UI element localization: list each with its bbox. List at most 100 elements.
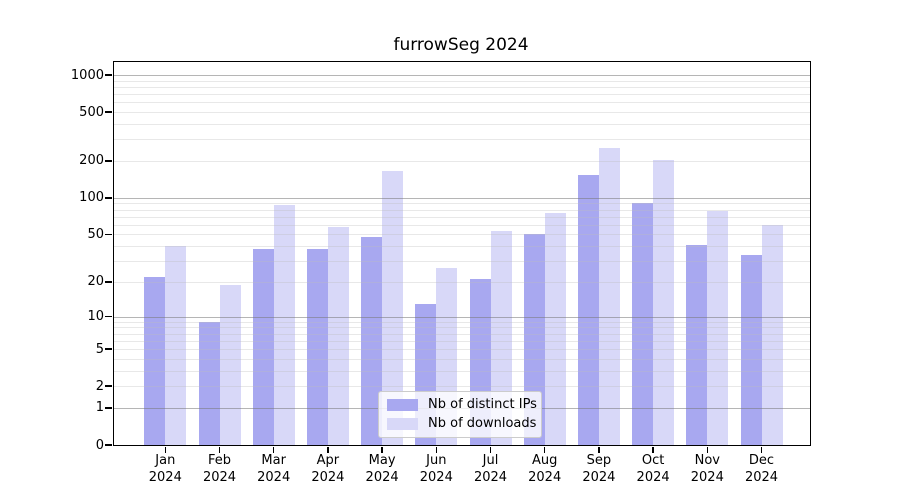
gridline-major-10 <box>114 316 810 318</box>
bar-downloads-feb <box>219 284 241 445</box>
gridline-minor-20 <box>114 281 810 283</box>
legend-swatch-downloads <box>387 417 418 430</box>
x-tick-mark-feb <box>218 446 221 453</box>
gridline-minor-70 <box>114 216 810 218</box>
x-tick-label-may: May 2024 <box>365 453 399 485</box>
gridline-minor-3 <box>114 370 810 372</box>
gridline-minor-8 <box>114 327 810 329</box>
gridline-minor-4 <box>114 358 810 360</box>
bar-ips-mar <box>252 248 274 445</box>
bar-downloads-nov <box>707 210 729 445</box>
bar-downloads-oct <box>653 160 675 445</box>
y-tick-mark-0 <box>105 444 113 446</box>
x-tick-mark-jul <box>489 446 492 453</box>
gridline-minor-500 <box>114 112 810 114</box>
gridline-major-1000 <box>114 75 810 76</box>
bar-ips-oct <box>632 203 654 445</box>
gridline-minor-50 <box>114 234 810 236</box>
y-tick-mark-50 <box>105 233 113 236</box>
gridline-minor-2 <box>114 386 810 388</box>
legend-swatch-distinct-ips <box>387 399 418 412</box>
x-tick-mark-aug <box>543 446 546 453</box>
gridline-minor-80 <box>114 209 810 211</box>
plot-area: 1000 500 200 100 50 20 10 5 2 1 0 Jan 2024 Feb 2024 M… <box>71 61 811 485</box>
legend-label-distinct-ips: Nb of distinct IPs <box>428 397 537 413</box>
gridline-minor-9 <box>114 321 810 323</box>
x-tick-label-nov: Nov 2024 <box>690 453 724 485</box>
x-tick-label-feb: Feb 2024 <box>202 453 237 485</box>
x-tick-label-oct: Oct 2024 <box>636 453 670 485</box>
x-tick-label-jun: Jun 2024 <box>419 453 453 485</box>
y-tick-mark-1000 <box>105 74 113 76</box>
y-tick-label-500: 500 <box>79 104 104 120</box>
gridline-minor-30 <box>114 261 810 263</box>
y-tick-mark-500 <box>105 111 113 113</box>
y-tick-label-1000: 1000 <box>70 67 104 83</box>
gridline-minor-900 <box>114 80 810 82</box>
bar-ips-apr <box>306 248 328 445</box>
bar-ips-sep <box>577 174 599 445</box>
x-tick-mark-may <box>381 446 383 453</box>
bar-downloads-apr <box>327 226 349 445</box>
y-tick-mark-10 <box>105 315 113 318</box>
legend-label-downloads: Nb of downloads <box>428 415 537 431</box>
bar-downloads-dec <box>761 224 783 445</box>
x-tick-mark-jun <box>435 446 438 453</box>
gridline-minor-60 <box>114 224 810 226</box>
x-tick-label-mar: Mar 2024 <box>257 453 291 485</box>
gridline-minor-300 <box>114 139 810 141</box>
x-tick-mark-nov <box>706 446 709 453</box>
y-tick-label-20: 20 <box>87 274 104 290</box>
gridline-minor-90 <box>114 203 810 205</box>
gridline-minor-800 <box>114 86 810 88</box>
y-tick-mark-20 <box>105 281 113 283</box>
x-tick-mark-jan <box>164 446 167 453</box>
x-tick-label-apr: Apr 2024 <box>311 453 345 485</box>
x-tick-mark-oct <box>652 446 654 453</box>
x-tick-mark-mar <box>272 446 275 453</box>
y-tick-mark-100 <box>105 197 113 199</box>
x-tick-label-jan: Jan 2024 <box>148 453 182 485</box>
gridline-minor-7 <box>114 333 810 335</box>
legend-row-downloads: Nb of downloads <box>387 415 537 431</box>
x-tick-mark-dec <box>760 446 763 453</box>
x-tick-mark-sep <box>598 446 600 453</box>
y-tick-label-50: 50 <box>87 226 104 242</box>
x-tick-label-jul: Jul 2024 <box>473 453 508 485</box>
chart-title: furrowSeg 2024 <box>393 35 529 55</box>
bar-downloads-aug <box>544 213 566 445</box>
y-tick-label-0: 0 <box>95 437 104 453</box>
gridline-major-100 <box>114 197 810 199</box>
gridline-minor-600 <box>114 102 810 104</box>
bar-ips-nov <box>686 244 708 445</box>
x-tick-mark-apr <box>327 446 329 453</box>
gridline-minor-40 <box>114 246 810 248</box>
x-tick-label-sep: Sep 2024 <box>582 453 616 485</box>
legend: Nb of distinct IPs Nb of downloads <box>378 391 542 438</box>
x-tick-label-aug: Aug 2024 <box>528 453 562 485</box>
bar-ips-feb <box>198 321 220 445</box>
bar-downloads-sep <box>598 148 620 445</box>
x-tick-label-dec: Dec 2024 <box>744 453 779 485</box>
y-tick-mark-5 <box>105 348 113 350</box>
bar-ips-dec <box>740 254 762 445</box>
legend-row-distinct-ips: Nb of distinct IPs <box>387 398 537 412</box>
bar-downloads-jan <box>165 246 187 445</box>
gridline-minor-5 <box>114 349 810 351</box>
bar-ips-jan <box>144 277 166 445</box>
y-tick-mark-2 <box>105 385 113 387</box>
y-tick-label-2: 2 <box>95 378 104 394</box>
y-tick-label-5: 5 <box>95 341 104 357</box>
y-tick-label-200: 200 <box>79 153 104 169</box>
gridline-minor-6 <box>114 340 810 342</box>
gridline-minor-700 <box>114 94 810 96</box>
bar-downloads-may <box>382 171 404 445</box>
bar-ips-may <box>361 236 383 445</box>
y-tick-mark-200 <box>105 160 113 162</box>
gridline-minor-200 <box>114 160 810 162</box>
gridline-minor-400 <box>114 123 810 125</box>
y-tick-label-1: 1 <box>95 400 104 416</box>
y-tick-label-100: 100 <box>79 190 104 206</box>
y-tick-label-10: 10 <box>87 309 104 325</box>
